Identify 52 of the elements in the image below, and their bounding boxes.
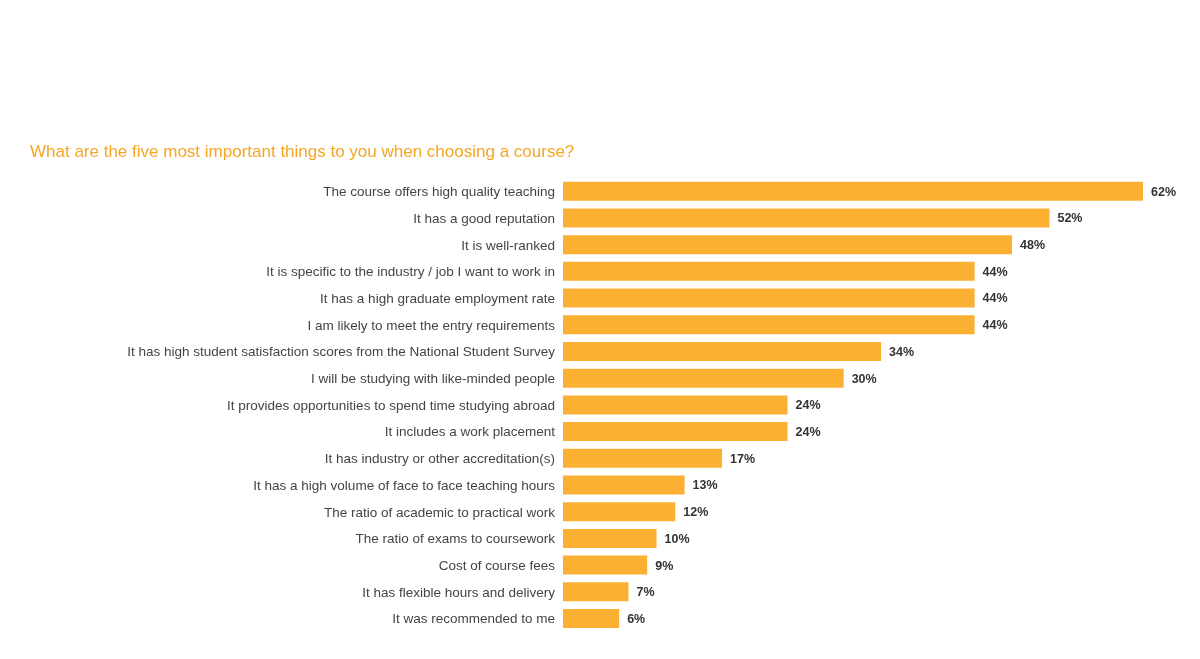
text: What are the five most important things to you when choosing a course? (30, 142, 576, 162)
data-label: 10% (664, 531, 690, 546)
data-label: 52% (1057, 211, 1083, 226)
bar (563, 208, 1050, 228)
y-tick-label: It was recommended to me (392, 611, 555, 627)
y-tick-label: I will be studying with like-minded people (311, 371, 555, 387)
y-tick-label: The ratio of academic to practical work (323, 504, 556, 520)
y-tick-label: It has high student satisfaction scores from the National Student Survey (127, 344, 556, 360)
data-label: 48% (1020, 238, 1046, 253)
y-tick-label: It is specific to the industry / job I want to work in (266, 264, 555, 280)
bar (563, 502, 676, 522)
data-label: 17% (730, 451, 756, 466)
y-tick-label: It has a good reputation (413, 210, 555, 226)
data-label: 13% (692, 478, 718, 493)
y-tick-label: The ratio of exams to coursework (355, 531, 556, 547)
y-tick-label: The course offers high quality teaching (323, 184, 555, 200)
bar (563, 609, 620, 629)
data-label: 12% (683, 505, 709, 520)
y-tick-label: I am likely to meet the entry requirements (307, 317, 556, 333)
bar (563, 422, 788, 442)
bar (563, 528, 657, 548)
data-label: 44% (982, 264, 1008, 279)
data-label: 6% (627, 611, 646, 626)
data-label: 44% (982, 318, 1008, 333)
bar (563, 582, 629, 602)
data-label: 30% (851, 371, 877, 386)
bar (563, 341, 882, 361)
bar (563, 555, 648, 575)
data-label: 44% (982, 291, 1008, 306)
bar (563, 448, 723, 468)
data-label: 62% (1151, 184, 1177, 199)
bar (563, 288, 975, 308)
data-label: 24% (795, 425, 821, 440)
y-tick-label: It includes a work placement (384, 424, 556, 440)
y-tick-label: It is well-ranked (461, 237, 555, 253)
data-label: 9% (655, 558, 674, 573)
bar (563, 235, 1013, 255)
y-tick-label: It has a high volume of face to face teaching hours (253, 477, 556, 493)
bar (563, 181, 1143, 201)
data-label: 34% (889, 344, 915, 359)
bar (563, 475, 685, 495)
bar (563, 315, 975, 335)
data-label: 7% (636, 585, 655, 600)
data-label: 24% (795, 398, 821, 413)
y-tick-label: It has flexible hours and delivery (362, 584, 556, 600)
bar (563, 261, 975, 281)
bar (563, 395, 788, 415)
y-tick-label: It has industry or other accreditation(s) (324, 451, 555, 467)
y-tick-label: It provides opportunities to spend time studying abroad (227, 397, 555, 413)
y-tick-label: Cost of course fees (438, 558, 556, 574)
y-tick-label: It has a high graduate employment rate (320, 290, 555, 306)
bar (563, 368, 844, 388)
